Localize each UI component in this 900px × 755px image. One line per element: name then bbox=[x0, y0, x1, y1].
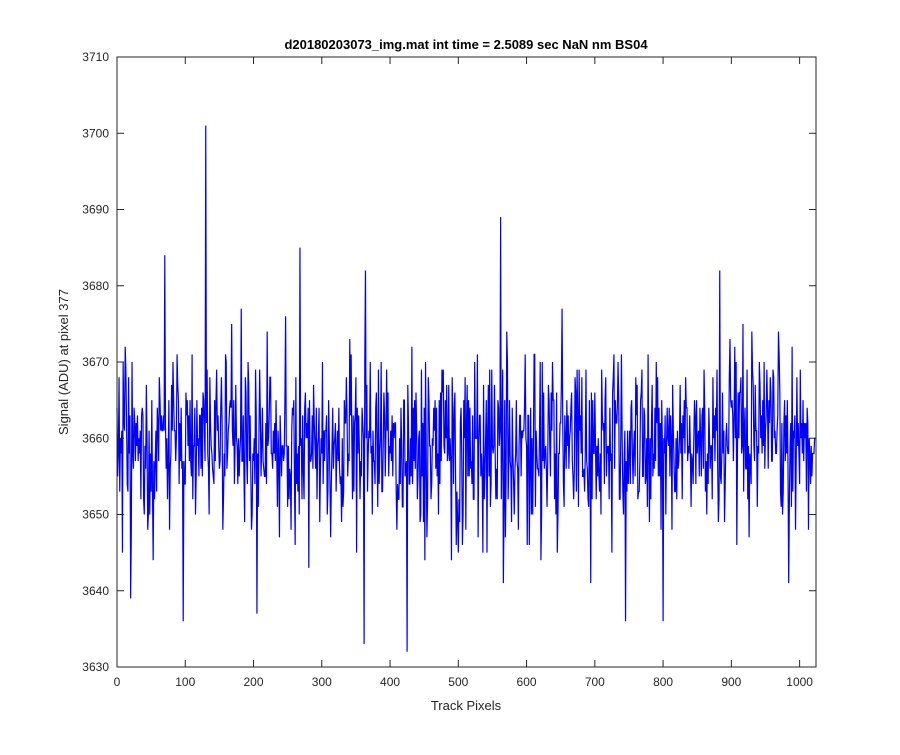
y-tick-label: 3660 bbox=[82, 431, 109, 445]
y-tick-label: 3630 bbox=[82, 660, 109, 674]
x-tick-label: 1000 bbox=[786, 675, 813, 689]
ticks: 0 100 200 300 400 500 600 700 800 900 1000 3630 3640… bbox=[82, 50, 816, 689]
y-tick-label: 3710 bbox=[82, 50, 109, 64]
y-tick-label: 3640 bbox=[82, 584, 109, 598]
y-tick-label: 3670 bbox=[82, 355, 109, 369]
x-tick-label: 700 bbox=[585, 675, 605, 689]
x-tick-label: 100 bbox=[175, 675, 195, 689]
x-tick-label: 600 bbox=[517, 675, 537, 689]
x-tick-label: 200 bbox=[244, 675, 264, 689]
plot-area bbox=[116, 125, 816, 652]
x-tick-label: 800 bbox=[653, 675, 673, 689]
x-tick-label: 500 bbox=[448, 675, 468, 689]
x-tick-label: 900 bbox=[721, 675, 741, 689]
series-line bbox=[116, 125, 816, 652]
x-tick-label: 300 bbox=[312, 675, 332, 689]
y-tick-label: 3700 bbox=[82, 126, 109, 140]
x-axis-label: Track Pixels bbox=[431, 698, 502, 713]
x-tick-label: 0 bbox=[114, 675, 121, 689]
y-tick-label: 3690 bbox=[82, 203, 109, 217]
y-tick-label: 3650 bbox=[82, 508, 109, 522]
x-tick-label: 400 bbox=[380, 675, 400, 689]
y-tick-label: 3680 bbox=[82, 279, 109, 293]
chart-title: d20180203073_img.mat int time = 2.5089 s… bbox=[284, 37, 648, 52]
axes-background bbox=[117, 57, 816, 667]
y-axis-label: Signal (ADU) at pixel 377 bbox=[56, 289, 71, 435]
